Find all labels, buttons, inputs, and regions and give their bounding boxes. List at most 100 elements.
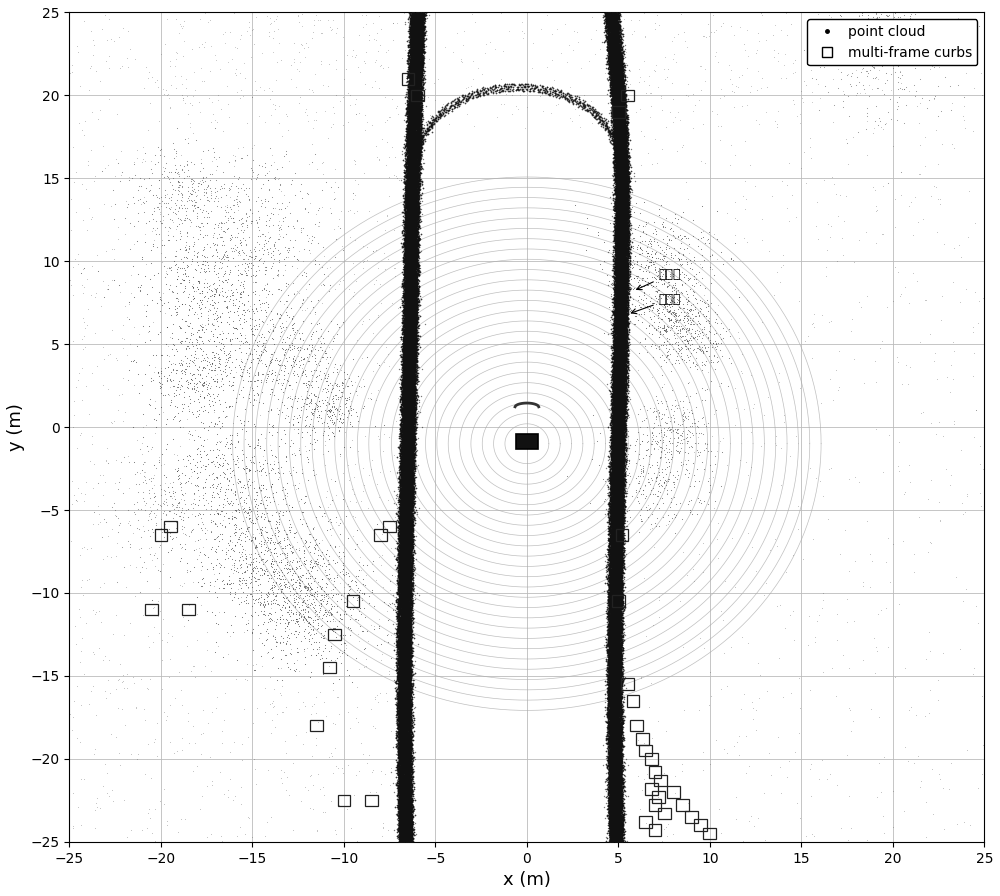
Point <box>646 321 662 335</box>
Point <box>409 77 425 91</box>
Point <box>612 552 628 566</box>
Point <box>616 323 632 337</box>
Point <box>756 409 772 423</box>
Point <box>616 206 632 220</box>
Point <box>431 108 447 122</box>
Point <box>394 635 410 650</box>
Point <box>391 783 407 797</box>
Point <box>617 161 633 176</box>
Point <box>609 252 625 266</box>
Point <box>608 520 624 534</box>
Point <box>392 571 408 585</box>
Point <box>404 320 420 334</box>
Point <box>605 811 621 825</box>
Point <box>605 765 621 780</box>
Point <box>407 20 423 34</box>
Point <box>398 318 414 332</box>
Point <box>603 415 619 429</box>
Point <box>610 422 626 436</box>
Point <box>399 426 415 440</box>
Point <box>400 272 416 287</box>
Point <box>611 800 627 814</box>
Point <box>602 604 618 618</box>
Point <box>605 107 621 121</box>
Point <box>607 77 623 91</box>
Point <box>408 34 424 48</box>
Point <box>610 194 626 208</box>
Point <box>612 356 628 370</box>
Point <box>605 650 621 665</box>
Point <box>614 300 630 314</box>
Point <box>617 373 633 387</box>
Point <box>615 145 631 159</box>
Point <box>403 126 419 141</box>
Point <box>406 287 422 301</box>
Point <box>404 25 420 39</box>
Point <box>612 78 628 92</box>
Point <box>397 478 413 492</box>
Point <box>397 373 413 387</box>
Point <box>613 274 629 289</box>
Point <box>608 813 624 827</box>
Point <box>395 686 411 701</box>
Point <box>401 484 417 498</box>
Point <box>611 323 627 337</box>
Point <box>398 762 414 776</box>
Point <box>392 557 408 572</box>
Point <box>602 757 618 771</box>
Point <box>615 316 631 331</box>
Point <box>607 527 623 541</box>
Point <box>606 314 622 328</box>
Point <box>610 135 626 150</box>
Point <box>200 457 216 471</box>
Point <box>408 358 424 373</box>
Point <box>611 65 627 79</box>
Point <box>600 650 616 664</box>
Point <box>611 265 627 280</box>
Point <box>393 809 409 823</box>
Point <box>396 561 412 575</box>
Point <box>616 219 632 233</box>
Point <box>412 67 428 82</box>
Point <box>615 716 631 730</box>
Point <box>614 531 630 546</box>
Point <box>608 771 624 785</box>
Point <box>614 161 630 176</box>
Point <box>611 101 627 116</box>
Point <box>402 619 418 633</box>
Point <box>609 513 625 527</box>
Point <box>392 806 408 821</box>
Point <box>408 289 424 303</box>
Point <box>397 814 413 828</box>
Point <box>390 757 406 771</box>
Point <box>609 338 625 352</box>
Point <box>611 562 627 576</box>
Point <box>612 381 628 395</box>
Point <box>390 531 406 546</box>
Point <box>610 714 626 728</box>
Point <box>103 415 119 429</box>
Point <box>397 314 413 328</box>
Point <box>611 287 627 301</box>
Point <box>609 437 625 452</box>
Point <box>616 124 632 138</box>
Point <box>608 607 624 621</box>
Point <box>885 61 901 75</box>
Point <box>615 292 631 306</box>
Point <box>615 228 631 243</box>
Point <box>611 353 627 367</box>
Point <box>617 127 633 142</box>
Point <box>612 134 628 148</box>
Point <box>409 245 425 259</box>
Point <box>615 661 631 676</box>
Point <box>609 471 625 486</box>
Point <box>619 260 635 274</box>
Point <box>400 326 416 340</box>
Point <box>611 731 627 745</box>
Point <box>611 101 627 116</box>
Point <box>606 586 622 600</box>
Point <box>366 619 382 633</box>
Point <box>399 342 415 357</box>
Point <box>604 727 620 741</box>
Point <box>402 202 418 216</box>
